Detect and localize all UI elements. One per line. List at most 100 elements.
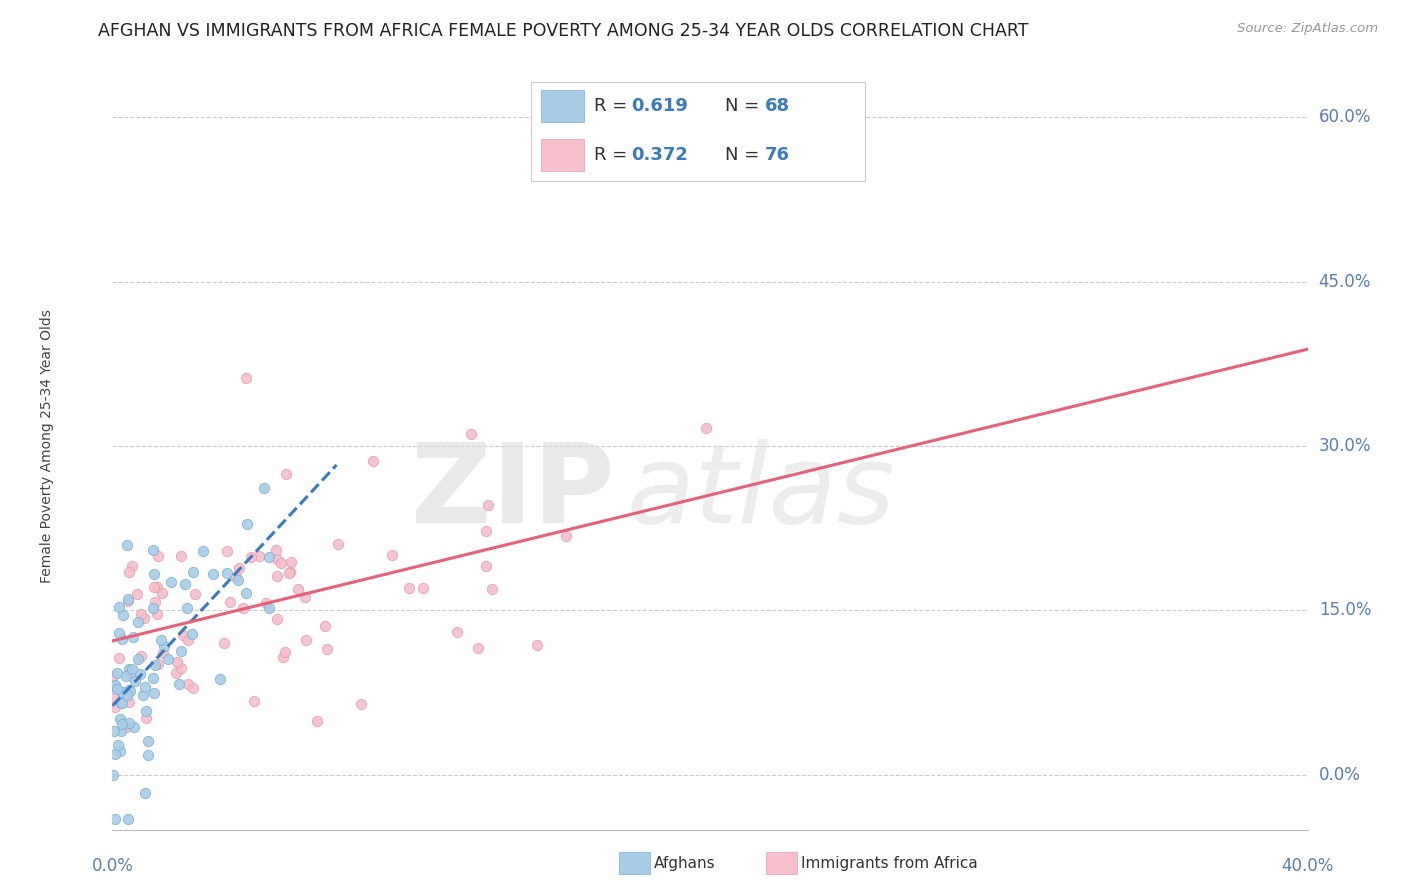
Point — [129, 607, 152, 622]
Point — [142, 543, 165, 558]
Point — [108, 744, 131, 758]
Point — [117, 592, 139, 607]
Point — [219, 595, 242, 609]
Point — [235, 371, 257, 385]
Point — [117, 565, 139, 579]
Point — [103, 767, 125, 781]
Point — [226, 574, 249, 588]
Point — [142, 685, 165, 699]
Point — [314, 619, 336, 633]
Point — [232, 601, 254, 615]
Point — [103, 669, 125, 683]
Text: 40.0%: 40.0% — [1281, 857, 1334, 875]
Point — [108, 651, 131, 665]
Point — [107, 738, 129, 752]
Point — [228, 561, 250, 575]
Point — [135, 711, 157, 725]
Point — [278, 565, 301, 579]
Point — [236, 516, 259, 531]
Point — [361, 454, 384, 468]
Point — [467, 640, 489, 655]
Point — [202, 566, 225, 581]
Point — [247, 549, 270, 564]
Point — [326, 537, 349, 551]
Point — [111, 717, 134, 731]
Point — [169, 660, 191, 674]
Point — [118, 716, 141, 731]
Point — [166, 655, 188, 669]
Point — [156, 652, 179, 666]
Point — [170, 549, 193, 563]
Point — [217, 544, 239, 558]
Point — [135, 704, 157, 718]
Point — [150, 586, 173, 600]
Point — [117, 812, 139, 826]
Point — [131, 648, 153, 663]
Point — [132, 688, 155, 702]
Point — [475, 558, 498, 573]
Point — [111, 685, 134, 699]
Point — [143, 657, 166, 672]
Text: 45.0%: 45.0% — [1319, 273, 1371, 291]
Point — [105, 665, 128, 680]
Point — [136, 734, 159, 748]
Point — [243, 693, 266, 707]
Point — [146, 549, 169, 564]
Point — [274, 645, 297, 659]
Point — [124, 674, 146, 689]
Point — [266, 543, 288, 558]
Point — [280, 555, 302, 569]
Point — [136, 748, 159, 763]
Point — [121, 662, 143, 676]
Point — [170, 644, 193, 658]
Point — [146, 607, 169, 621]
Point — [132, 611, 155, 625]
Point — [134, 786, 156, 800]
Text: ZIP: ZIP — [411, 439, 614, 546]
Text: 30.0%: 30.0% — [1319, 437, 1371, 455]
Point — [105, 681, 128, 696]
Point — [287, 582, 309, 596]
Point — [118, 683, 141, 698]
Point — [142, 671, 165, 685]
Point — [103, 723, 125, 738]
Point — [215, 566, 238, 580]
Point — [266, 611, 288, 625]
Point — [153, 640, 176, 654]
Point — [555, 529, 578, 543]
Text: Source: ZipAtlas.com: Source: ZipAtlas.com — [1237, 22, 1378, 36]
Text: Female Poverty Among 25-34 Year Olds: Female Poverty Among 25-34 Year Olds — [39, 309, 53, 583]
Point — [526, 638, 548, 652]
Point — [103, 812, 125, 826]
Point — [128, 666, 150, 681]
Point — [117, 594, 139, 608]
Point — [108, 600, 131, 615]
Point — [257, 550, 280, 565]
Point — [110, 697, 132, 711]
Point — [266, 552, 288, 566]
Point — [274, 467, 297, 482]
Point — [259, 601, 281, 615]
Point — [165, 665, 187, 680]
Point — [460, 426, 482, 441]
Point — [235, 585, 257, 599]
Point — [122, 630, 145, 644]
Text: Immigrants from Africa: Immigrants from Africa — [801, 856, 979, 871]
Point — [127, 652, 149, 666]
Point — [104, 679, 127, 693]
Point — [177, 677, 200, 691]
Point — [350, 697, 373, 711]
Point — [104, 678, 127, 692]
Point — [127, 615, 149, 629]
Point — [271, 650, 294, 665]
Point — [252, 481, 274, 495]
Point — [160, 574, 183, 589]
Point — [295, 632, 318, 647]
Point — [477, 498, 499, 512]
Point — [108, 625, 131, 640]
Point — [108, 712, 131, 726]
Point — [181, 681, 204, 695]
Point — [104, 700, 127, 714]
Point — [115, 720, 138, 734]
Point — [446, 624, 468, 639]
